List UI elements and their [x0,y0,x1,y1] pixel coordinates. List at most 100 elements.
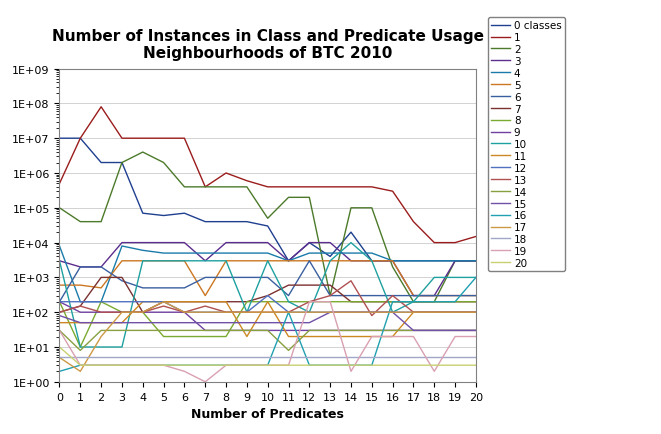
14 [222,328,230,333]
15 [430,328,438,333]
17 [327,310,334,315]
2 [139,150,147,155]
0 classes [389,259,397,264]
17 [410,310,418,315]
10 [139,259,147,264]
5 [305,259,313,264]
11 [264,299,272,305]
9 [451,328,459,333]
14 [139,328,147,333]
14 [201,328,209,333]
19 [410,334,418,339]
17 [243,310,251,315]
8 [201,334,209,339]
1 [139,136,147,141]
14 [430,328,438,333]
7 [284,283,292,288]
14 [76,348,85,353]
3 [76,265,85,270]
18 [430,355,438,360]
3 [118,240,126,246]
2 [201,185,209,190]
12 [201,310,209,315]
2 [472,259,480,264]
9 [430,328,438,333]
17 [284,310,292,315]
Line: 1: 1 [59,108,476,243]
20 [160,363,168,368]
16 [139,363,147,368]
15 [305,320,313,326]
14 [118,328,126,333]
17 [264,310,272,315]
2 [327,293,334,299]
1 [76,136,85,141]
15 [139,320,147,326]
1 [410,220,418,225]
1 [389,189,397,194]
Line: 8: 8 [59,302,476,347]
1 [222,171,230,176]
Line: 5: 5 [59,261,476,296]
15 [451,328,459,333]
0 classes [430,259,438,264]
12 [472,310,480,315]
11 [305,334,313,339]
7 [389,299,397,305]
16 [472,275,480,280]
17 [430,310,438,315]
12 [264,293,272,299]
0 classes [243,220,251,225]
17 [76,369,85,374]
7 [410,299,418,305]
20 [264,363,272,368]
16 [347,363,355,368]
4 [305,251,313,256]
4 [201,251,209,256]
16 [243,363,251,368]
0 classes [76,136,85,141]
4 [139,248,147,253]
18 [347,355,355,360]
13 [180,310,188,315]
X-axis label: Number of Predicates: Number of Predicates [191,407,344,420]
3 [410,293,418,299]
13 [284,310,292,315]
5 [410,293,418,299]
16 [97,363,105,368]
2 [97,220,105,225]
19 [118,363,126,368]
Line: 19: 19 [59,302,476,382]
4 [347,251,355,256]
9 [472,328,480,333]
19 [139,363,147,368]
13 [472,310,480,315]
13 [201,304,209,309]
8 [410,299,418,305]
18 [389,355,397,360]
1 [305,185,313,190]
18 [76,355,85,360]
6 [243,275,251,280]
17 [160,299,168,305]
5 [56,283,63,288]
20 [243,363,251,368]
4 [97,299,105,305]
1 [284,185,292,190]
11 [472,310,480,315]
10 [327,259,334,264]
6 [430,293,438,299]
3 [389,259,397,264]
Legend: 0 classes, 1, 2, 3, 4, 5, 6, 7, 8, 9, 10, 11, 12, 13, 14, 15, 16, 17, 18, 19, 20: 0 classes, 1, 2, 3, 4, 5, 6, 7, 8, 9, 10… [488,18,564,271]
4 [76,299,85,305]
2 [389,265,397,270]
17 [118,310,126,315]
10 [472,275,480,280]
15 [243,320,251,326]
15 [160,320,168,326]
3 [243,240,251,246]
7 [97,275,105,280]
4 [410,259,418,264]
12 [327,310,334,315]
5 [222,259,230,264]
